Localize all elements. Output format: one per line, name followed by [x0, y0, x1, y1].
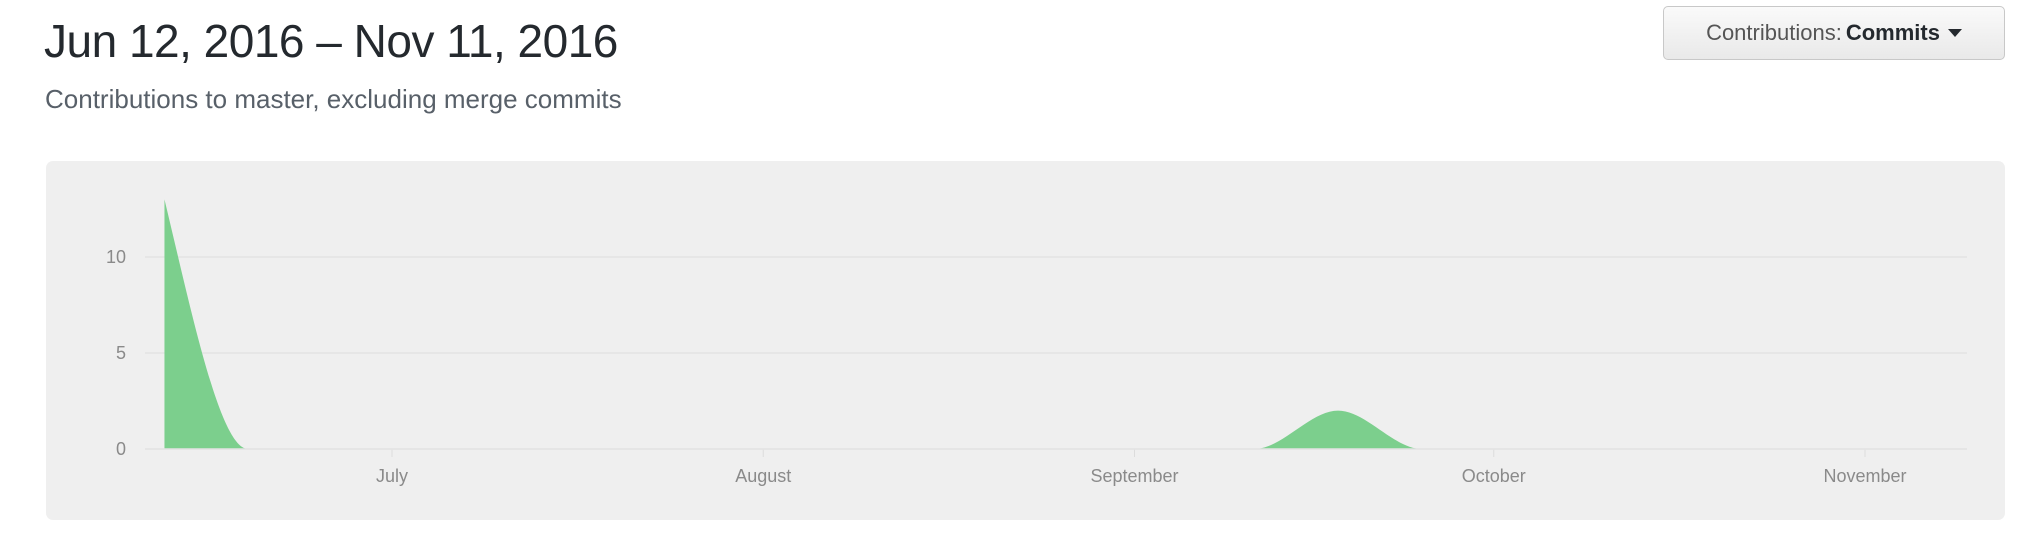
dropdown-label: Contributions: [1706, 20, 1842, 45]
y-tick-label: 0 [116, 439, 126, 459]
x-tick-label: July [376, 466, 408, 486]
x-tick-label: September [1090, 466, 1178, 486]
y-tick-label: 5 [116, 343, 126, 363]
caret-down-icon [1947, 29, 1962, 37]
y-tick-label: 10 [106, 247, 126, 267]
chart-panel [46, 161, 2005, 520]
page-subtitle: Contributions to master, excluding merge… [45, 84, 622, 114]
x-tick-label: October [1462, 466, 1526, 486]
dropdown-selected: Commits [1845, 20, 1940, 45]
page-title: Jun 12, 2016 – Nov 11, 2016 [44, 15, 618, 67]
commits-area [164, 199, 1968, 449]
x-tick-label: August [735, 466, 791, 486]
contributions-dropdown[interactable]: Contributions: Commits [1663, 6, 2005, 60]
x-tick-label: November [1823, 466, 1906, 486]
